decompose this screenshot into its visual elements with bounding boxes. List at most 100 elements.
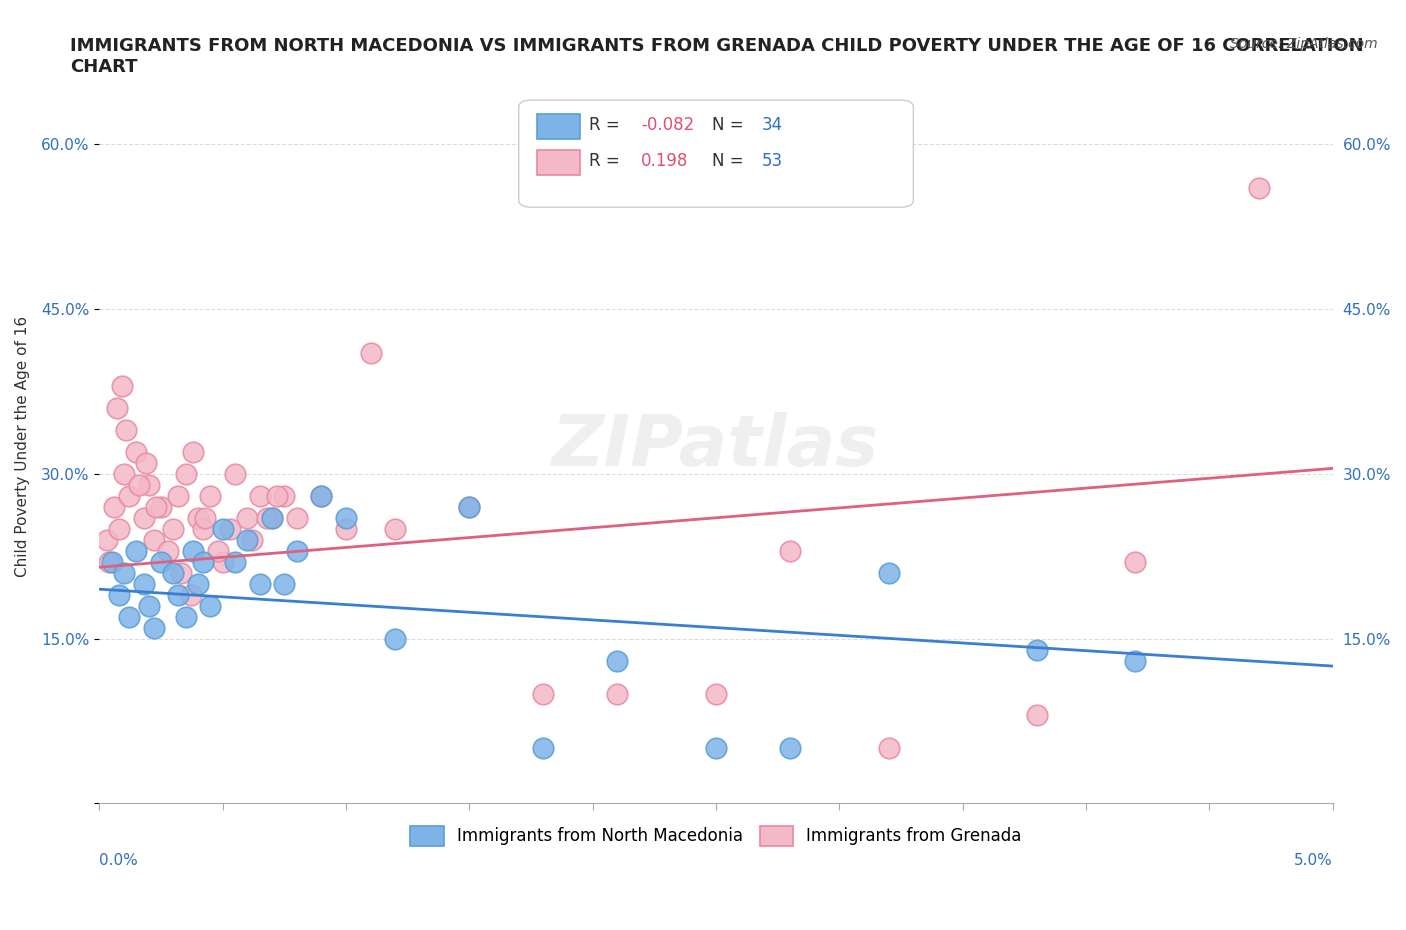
Text: 53: 53 — [762, 152, 783, 170]
Point — [174, 467, 197, 482]
Point — [704, 741, 727, 756]
Bar — [537, 114, 581, 140]
Text: N =: N = — [713, 116, 749, 134]
Text: 34: 34 — [762, 116, 783, 134]
Point — [1125, 653, 1147, 668]
Point — [142, 532, 165, 547]
Text: R =: R = — [589, 116, 626, 134]
Text: ZIPatlas: ZIPatlas — [553, 412, 880, 481]
Point — [335, 511, 357, 525]
Point — [531, 741, 554, 756]
Point — [266, 488, 288, 503]
Point — [877, 741, 900, 756]
Point — [1025, 642, 1047, 657]
Point — [167, 488, 190, 503]
Point — [181, 445, 204, 459]
Point — [285, 543, 308, 558]
Point — [181, 543, 204, 558]
Point — [260, 511, 283, 525]
Point — [157, 543, 180, 558]
Point — [704, 686, 727, 701]
Point — [273, 488, 295, 503]
Point — [335, 522, 357, 537]
Point — [167, 587, 190, 602]
Point — [311, 488, 333, 503]
Point — [458, 499, 481, 514]
Point — [384, 522, 406, 537]
Point — [100, 554, 122, 569]
Point — [112, 565, 135, 580]
Point — [360, 346, 382, 361]
Text: N =: N = — [713, 152, 749, 170]
Point — [779, 543, 801, 558]
Point — [108, 522, 131, 537]
Point — [240, 532, 263, 547]
Point — [112, 467, 135, 482]
Point — [191, 554, 214, 569]
Point — [170, 565, 193, 580]
Point — [285, 511, 308, 525]
Point — [162, 522, 184, 537]
Point — [531, 686, 554, 701]
Text: -0.082: -0.082 — [641, 116, 695, 134]
Point — [1247, 180, 1270, 195]
Point — [606, 653, 628, 668]
Point — [211, 554, 233, 569]
Text: Source: ZipAtlas.com: Source: ZipAtlas.com — [1230, 37, 1378, 51]
Point — [219, 522, 242, 537]
Point — [98, 554, 121, 569]
Point — [779, 741, 801, 756]
Point — [162, 565, 184, 580]
Y-axis label: Child Poverty Under the Age of 16: Child Poverty Under the Age of 16 — [15, 316, 30, 577]
Point — [260, 511, 283, 525]
Point — [142, 620, 165, 635]
Text: R =: R = — [589, 152, 626, 170]
Point — [118, 488, 141, 503]
Point — [108, 587, 131, 602]
Point — [458, 499, 481, 514]
Point — [105, 401, 128, 416]
Text: 5.0%: 5.0% — [1294, 854, 1333, 869]
Point — [606, 686, 628, 701]
Point — [132, 511, 155, 525]
Point — [187, 511, 209, 525]
Point — [1025, 708, 1047, 723]
Point — [128, 477, 150, 492]
Point — [138, 598, 160, 613]
FancyBboxPatch shape — [519, 100, 914, 207]
Point — [224, 467, 246, 482]
Point — [311, 488, 333, 503]
Point — [145, 499, 167, 514]
Point — [256, 511, 278, 525]
Point — [200, 598, 222, 613]
Point — [125, 445, 148, 459]
Point — [224, 554, 246, 569]
Point — [211, 522, 233, 537]
Point — [273, 577, 295, 591]
Point — [191, 522, 214, 537]
Point — [249, 488, 271, 503]
Point — [150, 499, 173, 514]
Point — [1125, 554, 1147, 569]
Point — [125, 543, 148, 558]
Point — [110, 379, 132, 393]
Point — [236, 511, 259, 525]
Point — [877, 565, 900, 580]
Point — [103, 499, 125, 514]
Legend: Immigrants from North Macedonia, Immigrants from Grenada: Immigrants from North Macedonia, Immigra… — [396, 812, 1035, 859]
Point — [384, 631, 406, 646]
Point — [118, 609, 141, 624]
Point — [194, 511, 217, 525]
Point — [150, 554, 173, 569]
Text: 0.0%: 0.0% — [100, 854, 138, 869]
Point — [200, 488, 222, 503]
Point — [180, 587, 202, 602]
Point — [249, 577, 271, 591]
Point — [138, 477, 160, 492]
Point — [207, 543, 229, 558]
Point — [96, 532, 118, 547]
Text: IMMIGRANTS FROM NORTH MACEDONIA VS IMMIGRANTS FROM GRENADA CHILD POVERTY UNDER T: IMMIGRANTS FROM NORTH MACEDONIA VS IMMIG… — [70, 37, 1364, 76]
Point — [236, 532, 259, 547]
Bar — [537, 150, 581, 175]
Point — [132, 577, 155, 591]
